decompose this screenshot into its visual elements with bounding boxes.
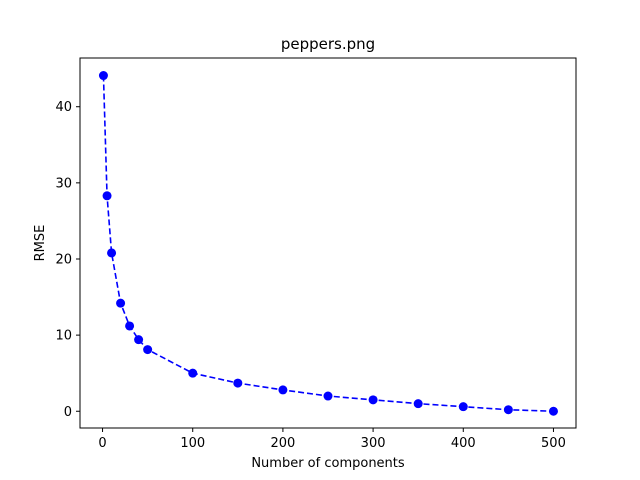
data-point [98,71,108,81]
data-point [548,406,558,416]
data-point [233,378,243,388]
y-tick-label: 30 [55,176,72,191]
data-point [188,368,198,378]
y-axis-label: RMSE [33,225,48,262]
data-point [107,248,117,258]
plot-area [79,57,577,429]
data-point [134,335,144,345]
y-tick-label: 40 [55,100,72,115]
data-point [323,391,333,401]
x-tick-label: 500 [541,436,566,451]
x-tick-label: 300 [361,436,386,451]
series-line [102,75,554,413]
x-tick-label: 100 [180,436,205,451]
data-point [503,405,513,415]
data-point [278,385,288,395]
data-point [413,399,423,409]
x-axis-ticks: 0 100 200 300 400 500 [98,428,566,451]
data-point [143,345,153,355]
data-point [368,395,378,405]
x-tick-label: 0 [98,436,106,451]
data-point [116,298,126,308]
y-tick-label: 20 [55,252,72,267]
y-tick-label: 10 [55,329,72,344]
data-point [102,191,112,201]
data-point [125,321,135,331]
chart-title: peppers.png [281,35,375,53]
x-axis-label: Number of components [251,456,405,471]
data-point [458,402,468,412]
y-tick-label: 0 [64,405,72,420]
x-tick-label: 200 [270,436,295,451]
series-layer [98,71,558,416]
y-axis-ticks: 0 10 20 30 40 [55,100,80,420]
x-tick-label: 400 [451,436,476,451]
